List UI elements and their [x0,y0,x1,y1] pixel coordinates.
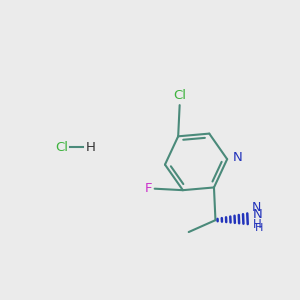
Text: H: H [255,223,263,233]
Text: Cl: Cl [55,140,68,154]
Text: Cl: Cl [173,88,186,101]
Text: F: F [145,182,152,195]
Text: N: N [253,208,262,221]
Text: H: H [85,140,95,154]
Text: H: H [253,218,261,230]
Text: N: N [252,201,261,214]
Text: N: N [232,151,242,164]
